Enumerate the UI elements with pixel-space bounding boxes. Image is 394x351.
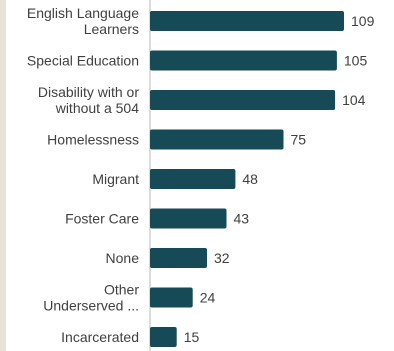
value-label-8: 15 bbox=[184, 329, 200, 345]
category-label-7: Other Underserved ... bbox=[43, 282, 139, 314]
category-label-4: Migrant bbox=[92, 171, 139, 187]
bar-5 bbox=[150, 208, 227, 229]
category-label-8: Incarcerated bbox=[61, 329, 139, 345]
category-label-6: None bbox=[106, 250, 140, 266]
bar-3 bbox=[150, 129, 284, 150]
bar-7 bbox=[150, 287, 193, 308]
value-label-4: 48 bbox=[242, 171, 258, 187]
bar-8 bbox=[150, 327, 177, 347]
value-label-6: 32 bbox=[214, 250, 230, 266]
value-label-3: 75 bbox=[291, 132, 307, 148]
category-label-5: Foster Care bbox=[65, 211, 139, 227]
value-label-2: 104 bbox=[342, 92, 366, 108]
value-label-0: 109 bbox=[351, 13, 375, 29]
category-label-2: Disability with or without a 504 bbox=[38, 84, 139, 116]
bar-6 bbox=[150, 248, 207, 268]
value-label-7: 24 bbox=[200, 290, 216, 306]
bars-layer: 109 English Language Learners 105 Special Ed… bbox=[27, 5, 375, 347]
bar-4 bbox=[150, 169, 236, 189]
bar-1 bbox=[150, 50, 337, 71]
bar-2 bbox=[150, 90, 336, 110]
category-label-1: Special Education bbox=[27, 53, 139, 69]
left-edge-band bbox=[0, 0, 6, 351]
category-label-3: Homelessness bbox=[47, 132, 139, 148]
bar-0 bbox=[150, 11, 344, 31]
category-label-0: English Language Learners bbox=[27, 5, 139, 37]
value-label-1: 105 bbox=[344, 53, 368, 69]
value-label-5: 43 bbox=[234, 211, 250, 227]
